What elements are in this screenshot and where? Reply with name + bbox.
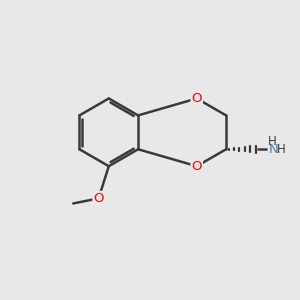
Text: N: N [268, 143, 278, 156]
Text: O: O [191, 92, 202, 105]
Text: O: O [93, 192, 104, 205]
Text: O: O [191, 160, 202, 173]
Text: H: H [268, 134, 276, 148]
Text: H: H [278, 143, 286, 156]
